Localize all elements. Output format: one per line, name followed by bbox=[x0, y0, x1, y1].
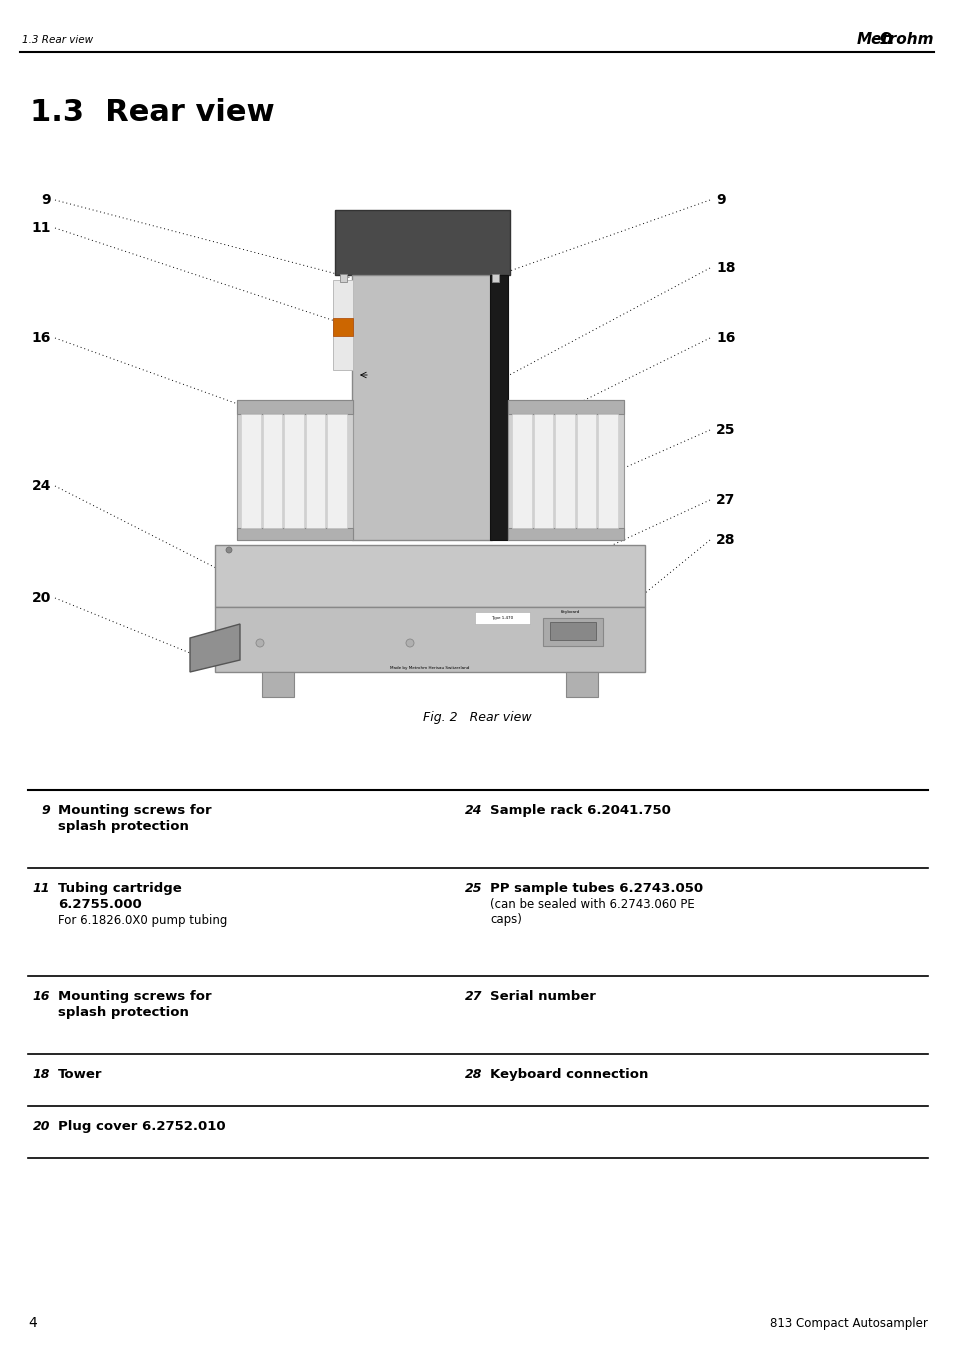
Bar bbox=[262, 413, 282, 528]
Text: 9: 9 bbox=[716, 193, 725, 207]
Text: Type 1.470: Type 1.470 bbox=[491, 616, 513, 620]
Text: 1.3  Rear view: 1.3 Rear view bbox=[30, 99, 274, 127]
Text: Tower: Tower bbox=[58, 1069, 102, 1081]
Bar bbox=[490, 276, 507, 540]
Text: 16: 16 bbox=[32, 990, 50, 1002]
Text: Sample rack 6.2041.750: Sample rack 6.2041.750 bbox=[490, 804, 670, 817]
Text: 27: 27 bbox=[464, 990, 481, 1002]
Text: 16: 16 bbox=[716, 331, 735, 345]
Text: PP sample tubes 6.2743.050: PP sample tubes 6.2743.050 bbox=[490, 882, 702, 894]
Bar bbox=[339, 274, 347, 282]
Bar bbox=[507, 528, 623, 540]
Bar bbox=[507, 400, 623, 413]
Text: 28: 28 bbox=[464, 1069, 481, 1081]
Circle shape bbox=[226, 547, 232, 553]
Text: For 6.1826.0X0 pump tubing: For 6.1826.0X0 pump tubing bbox=[58, 915, 227, 927]
Text: 24: 24 bbox=[31, 480, 51, 493]
Polygon shape bbox=[190, 624, 240, 671]
Bar bbox=[507, 400, 623, 540]
Bar bbox=[512, 413, 531, 528]
Bar bbox=[214, 544, 644, 607]
Text: Plug cover 6.2752.010: Plug cover 6.2752.010 bbox=[58, 1120, 226, 1133]
Bar bbox=[214, 607, 644, 671]
Bar bbox=[555, 413, 575, 528]
Text: 18: 18 bbox=[716, 261, 735, 276]
Text: Metrohm: Metrohm bbox=[856, 32, 933, 47]
Text: 18: 18 bbox=[32, 1069, 50, 1081]
Bar bbox=[565, 671, 598, 697]
Bar bbox=[262, 671, 294, 697]
Bar bbox=[550, 621, 596, 640]
Bar bbox=[352, 276, 492, 540]
Bar bbox=[333, 317, 353, 336]
Text: Ω: Ω bbox=[880, 32, 892, 47]
Bar bbox=[236, 528, 353, 540]
Text: 16: 16 bbox=[31, 331, 51, 345]
Text: 20: 20 bbox=[31, 590, 51, 605]
Bar bbox=[598, 413, 618, 528]
Text: 25: 25 bbox=[716, 423, 735, 436]
Bar bbox=[533, 413, 553, 528]
Text: 24: 24 bbox=[464, 804, 481, 817]
Bar bbox=[475, 612, 530, 624]
Text: 11: 11 bbox=[31, 222, 51, 235]
Text: 27: 27 bbox=[716, 493, 735, 507]
Text: Keyboard connection: Keyboard connection bbox=[490, 1069, 648, 1081]
Text: 28: 28 bbox=[716, 534, 735, 547]
Bar bbox=[542, 617, 602, 646]
Text: Tubing cartridge
6.2755.000: Tubing cartridge 6.2755.000 bbox=[58, 882, 182, 911]
Circle shape bbox=[406, 639, 414, 647]
Bar bbox=[492, 274, 498, 282]
Bar bbox=[241, 413, 260, 528]
Text: Fig. 2   Rear view: Fig. 2 Rear view bbox=[422, 712, 531, 724]
Text: Mounting screws for
splash protection: Mounting screws for splash protection bbox=[58, 804, 212, 834]
Bar bbox=[577, 413, 596, 528]
Text: 1.3 Rear view: 1.3 Rear view bbox=[22, 35, 93, 45]
Text: 9: 9 bbox=[41, 193, 51, 207]
Text: 20: 20 bbox=[32, 1120, 50, 1133]
Bar bbox=[333, 280, 353, 370]
Text: Keyboard: Keyboard bbox=[559, 611, 579, 613]
Text: (can be sealed with 6.2743.060 PE
caps): (can be sealed with 6.2743.060 PE caps) bbox=[490, 898, 694, 925]
Bar bbox=[327, 413, 347, 528]
Bar bbox=[236, 400, 353, 540]
Text: 9: 9 bbox=[41, 804, 50, 817]
Text: Mounting screws for
splash protection: Mounting screws for splash protection bbox=[58, 990, 212, 1019]
Text: 25: 25 bbox=[464, 882, 481, 894]
Bar bbox=[306, 413, 325, 528]
Text: 11: 11 bbox=[32, 882, 50, 894]
Circle shape bbox=[255, 639, 264, 647]
Bar bbox=[284, 413, 303, 528]
Text: 4: 4 bbox=[28, 1316, 37, 1329]
Bar bbox=[335, 209, 510, 276]
Text: Serial number: Serial number bbox=[490, 990, 596, 1002]
Text: 813 Compact Autosampler: 813 Compact Autosampler bbox=[769, 1316, 927, 1329]
Bar bbox=[236, 400, 353, 413]
Text: Made by Metrohm Herisau Switzerland: Made by Metrohm Herisau Switzerland bbox=[390, 666, 469, 670]
